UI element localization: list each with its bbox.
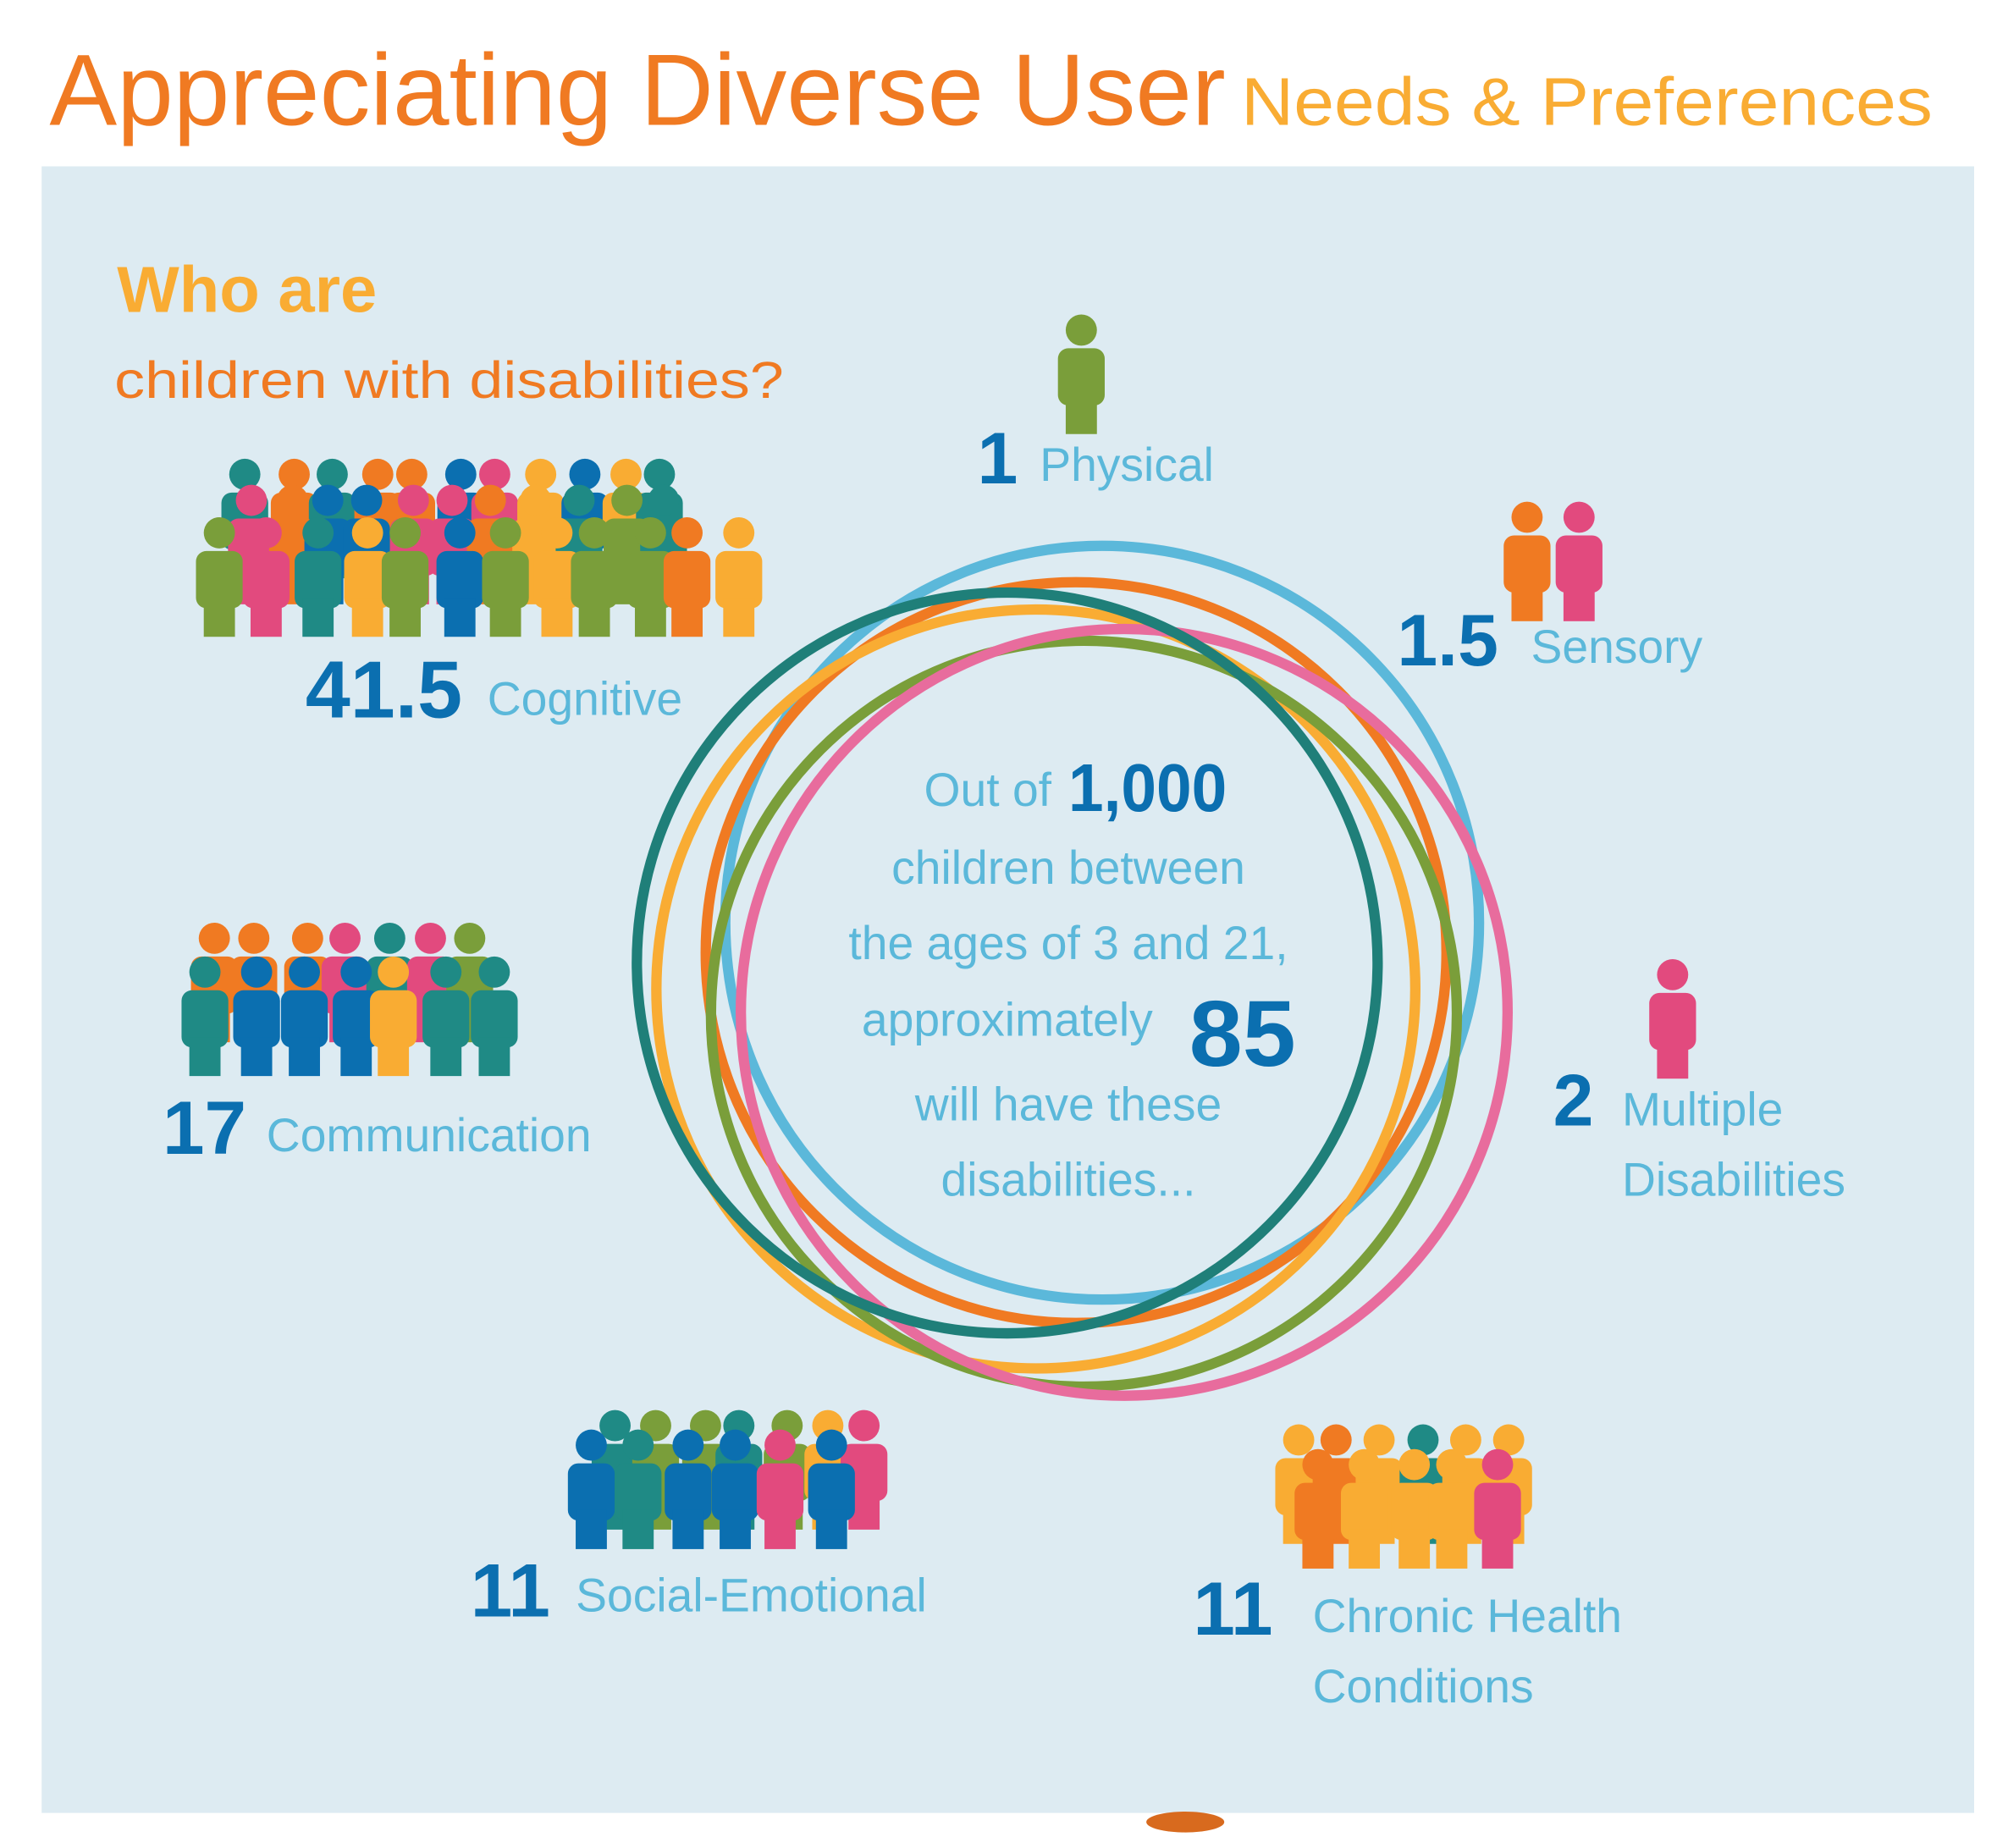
person-icon (626, 516, 675, 637)
value-multiple: 2 (1553, 1060, 1594, 1141)
category-sensory: 1.5 Sensory (1397, 600, 1702, 681)
person-icon (756, 1429, 804, 1549)
label-chronic-health-2: Conditions (1313, 1660, 1534, 1713)
label-social-emotional: Social-Emotional (576, 1569, 927, 1622)
category-communication: 17 Communication (163, 1085, 592, 1170)
person-icon (280, 956, 328, 1077)
category-social-emotional: 11 Social-Emotional (471, 1548, 927, 1633)
person-icon (295, 516, 342, 637)
label-multiple: Multiple (1622, 1083, 1783, 1135)
center-count: 85 (1189, 982, 1296, 1086)
label-multiple-2: Disabilities (1622, 1153, 1845, 1205)
person-icon (370, 956, 417, 1077)
category-chronic-health: 11 Chronic Health Conditions (1193, 1566, 1622, 1713)
person-icon (715, 516, 763, 637)
decorative-orange-shape (1146, 1812, 1225, 1833)
people-illustrations (181, 314, 1696, 1569)
label-chronic-health: Chronic Health (1313, 1590, 1622, 1642)
ring (632, 587, 1383, 1339)
center-total: 1,000 (1068, 750, 1227, 825)
label-physical: Physical (1040, 439, 1214, 491)
ring (735, 623, 1514, 1401)
person-icon (1294, 1448, 1342, 1569)
person-icon (422, 956, 470, 1077)
person-icon (381, 516, 429, 637)
person-icon (1428, 1448, 1476, 1569)
value-sensory: 1.5 (1397, 600, 1498, 681)
label-cognitive: Cognitive (488, 672, 682, 725)
ring (651, 604, 1421, 1374)
overlapping-rings (632, 540, 1514, 1401)
person-icon (333, 956, 380, 1077)
center-line3: the ages of 3 and 21, (848, 917, 1288, 969)
center-out-of: Out of (924, 764, 1052, 816)
category-physical: 1 Physical (978, 418, 1214, 499)
center-line4: approximately (862, 994, 1153, 1046)
person-icon (615, 1429, 662, 1549)
center-statement: Out of 1,000 children between the ages o… (848, 750, 1295, 1205)
person-icon (436, 516, 483, 637)
person-icon (1391, 1448, 1438, 1569)
person-icon (1474, 1448, 1521, 1569)
category-multiple: 2 Multiple Disabilities (1553, 1060, 1845, 1205)
person-icon (1555, 501, 1603, 621)
center-line2: children between (891, 841, 1245, 894)
person-icon (808, 1429, 855, 1549)
value-communication: 17 (163, 1085, 246, 1170)
center-line5: will have these (914, 1078, 1222, 1130)
person-icon (663, 516, 711, 637)
label-sensory: Sensory (1531, 621, 1703, 673)
person-icon (533, 516, 581, 637)
question-line2: children with disabilities? (114, 351, 784, 410)
value-social-emotional: 11 (471, 1548, 550, 1633)
center-line6: disabilities... (941, 1153, 1196, 1205)
person-icon (567, 1429, 615, 1549)
question-line1: Who are (117, 254, 377, 326)
person-icon (242, 516, 290, 637)
person-icon (1649, 958, 1696, 1079)
person-icon (196, 516, 243, 637)
title-sub: Needs & Preferences (1241, 63, 1933, 139)
category-cognitive: 41.5 Cognitive (306, 645, 682, 735)
person-icon (711, 1429, 759, 1549)
person-icon (482, 516, 529, 637)
person-icon (181, 956, 229, 1077)
person-icon (571, 516, 618, 637)
person-icon (1340, 1448, 1388, 1569)
title-main: Appreciating Diverse User (49, 34, 1225, 146)
person-icon (1503, 501, 1551, 621)
person-icon (665, 1429, 712, 1549)
value-cognitive: 41.5 (306, 645, 462, 735)
value-chronic-health: 11 (1193, 1566, 1272, 1651)
ring (705, 635, 1463, 1393)
value-physical: 1 (978, 418, 1018, 499)
person-icon (233, 956, 280, 1077)
label-communication: Communication (267, 1109, 592, 1161)
person-icon (344, 516, 391, 637)
person-icon (471, 956, 518, 1077)
person-icon (1057, 314, 1105, 434)
